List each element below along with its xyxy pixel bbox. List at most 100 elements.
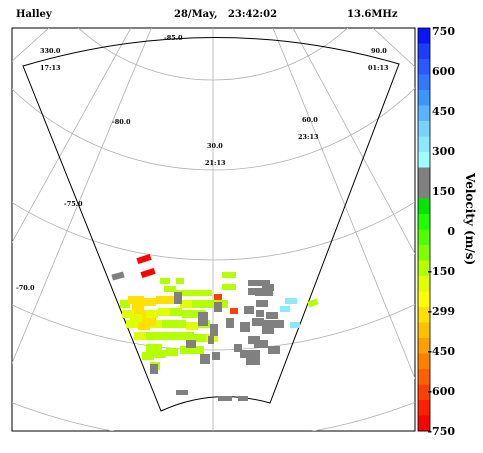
colorbar-swatch [418,384,430,401]
velocity-cell [186,322,198,330]
velocity-cell [122,310,134,318]
velocity-cell [246,358,260,365]
velocity-cell [200,290,212,296]
colorbar-swatch [418,28,430,44]
velocity-cell [182,332,194,340]
velocity-cell [255,290,273,296]
velocity-cell [238,396,248,401]
velocity-cell [208,336,214,344]
velocity-cell [214,294,222,300]
velocity-cell [210,324,218,336]
map-grid [12,28,415,431]
velocity-cell [120,300,130,308]
colorbar-swatch [418,338,430,354]
mlt-deg-label: 330.0 [40,47,61,55]
velocity-cells [111,253,319,401]
colorbar-tick-label: -150 [427,265,455,278]
velocity-cell [136,253,152,265]
velocity-cell [285,298,297,304]
velocity-cell [266,312,278,319]
velocity-cell [280,306,290,312]
velocity-cell [158,332,170,340]
colorbar-tick-label: 600 [432,65,455,78]
mlt-time-label: 01:13 [368,64,389,72]
colorbar-swatch [418,229,430,246]
velocity-cell [150,364,158,374]
velocity-cell [240,322,250,332]
field-of-view [22,37,400,412]
mlt-deg-label: 30.0 [207,142,223,150]
velocity-cell [134,332,146,340]
colorbar-swatch [418,43,430,60]
mlt-time-label: 21:13 [205,159,226,167]
lat-label: -75.0 [64,200,83,208]
date-time: 28/May, 23:42:02 [174,9,277,20]
colorbar-swatch [418,260,430,277]
velocity-cell [162,320,174,328]
velocity-cell [154,350,166,358]
colorbar-swatch [418,167,430,184]
velocity-cell [200,354,210,364]
colorbar-tick-label: -450 [427,345,455,358]
lat-label: -80.0 [112,118,131,126]
velocity-cell [180,300,192,308]
colorbar-swatch [418,90,430,106]
velocity-cell [186,340,196,348]
velocity-cell [222,284,236,290]
colorbar-tick-label: -600 [427,385,455,398]
mlt-time-label: 17:13 [40,64,61,72]
plot-frame [11,27,416,432]
velocity-cell [158,308,170,316]
meridian-line [12,28,152,365]
colorbar-swatch [418,400,430,416]
colorbar-swatch [418,415,430,432]
meridian-line [372,28,415,68]
velocity-cell [166,348,178,356]
colorbar-tick-label: -750 [427,425,455,438]
velocity-cell [180,346,192,354]
velocity-cell [128,296,144,304]
colorbar-ticks: 750 600 450 300 150 0 -150 -299 -450 -600 -750 [427,25,455,438]
meridian-line [272,28,415,380]
velocity-cell [218,396,232,401]
velocity-cell [307,298,319,308]
velocity-cell [146,344,162,352]
velocity-cell [198,312,208,326]
colorbar-swatch [418,322,430,339]
velocity-cell [256,310,264,317]
colorbar-tick-label: 300 [432,145,455,158]
colorbar-tick-label: -299 [427,305,455,318]
velocity-cell [262,320,280,328]
colorbar-swatch [418,59,430,75]
colorbar-swatch [418,152,430,168]
colorbar-swatch [418,121,430,137]
velocity-cell [290,322,300,328]
velocity-cell [164,286,176,292]
velocity-cell [256,300,268,307]
velocity-cell [240,350,260,358]
velocity-cell [144,298,156,306]
colorbar-swatch [418,307,430,323]
colorbar-swatch [418,183,430,199]
velocity-cell [140,318,156,326]
velocity-cell [252,318,264,326]
colorbar-swatch [418,198,430,215]
velocity-cell [140,267,156,279]
mlt-time-label: 23:13 [298,133,319,141]
velocity-cell [204,300,216,308]
velocity-cell [212,352,220,360]
velocity-cell [126,320,138,328]
velocity-cell [160,278,170,284]
velocity-cell [222,272,236,278]
velocity-cell [132,302,144,310]
colorbar-swatch [418,74,430,91]
mlt-deg-label: 60.0 [302,116,318,124]
lat-label: -70.0 [16,284,35,292]
velocity-cell [176,278,184,284]
colorbar-swatch [418,136,430,153]
frequency: 13.6MHz [347,9,398,20]
velocity-cell [254,340,268,348]
velocity-cell [176,390,188,395]
velocity-cell [188,290,200,296]
velocity-cell [111,271,125,281]
